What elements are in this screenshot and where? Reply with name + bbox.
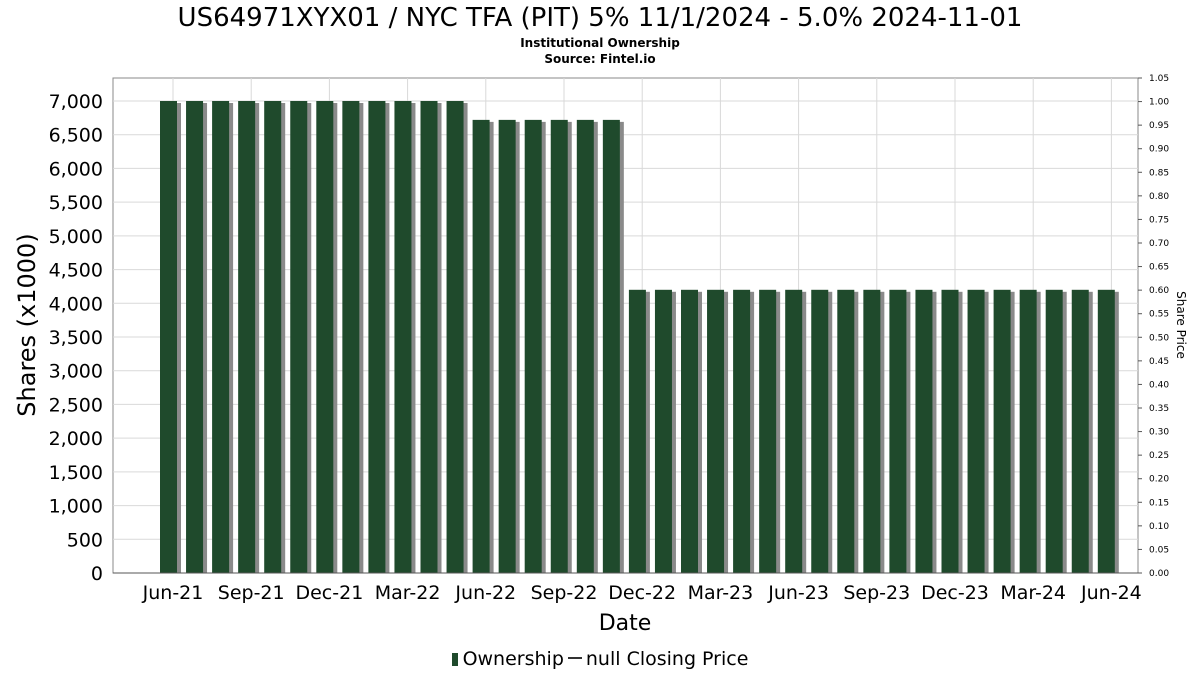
y2-tick-label: 0.20 [1149,475,1169,485]
y-tick-label: 4,500 [49,260,103,282]
y-tick-label: 7,000 [49,91,103,113]
ownership-bar [550,119,568,573]
y2-tick-label: 0.25 [1149,451,1169,461]
ownership-bar [472,119,490,573]
x-tick-label: Jun-24 [1080,582,1142,604]
ownership-bar [785,289,803,573]
ownership-bar [394,101,412,573]
ownership-bar [576,119,594,573]
x-axis-title: Date [599,611,652,636]
ownership-bar [681,289,698,573]
y2-tick-label: 0.55 [1149,310,1169,320]
ownership-bar [628,289,646,573]
y-tick-label: 1,500 [49,462,103,484]
y2-tick-label: 0.35 [1149,404,1169,414]
y-tick-label: 5,000 [49,226,103,248]
chart-source: Source: Fintel.io [544,52,656,66]
y-tick-label: 6,000 [49,158,103,180]
y2-tick-label: 0.70 [1149,239,1169,249]
ownership-bar [602,119,620,573]
y2-tick-label: 0.95 [1149,121,1169,131]
y2-tick-label: 0.00 [1149,569,1169,579]
x-tick-label: Jun-23 [767,582,829,604]
y-tick-label: 1,000 [49,496,103,518]
ownership-bar [915,289,933,573]
y2-tick-label: 1.00 [1149,98,1169,108]
ownership-bar [863,289,881,573]
chart-subtitle: Institutional Ownership [520,36,680,50]
ownership-bar [707,289,725,573]
x-tick-label: Jun-22 [454,582,516,604]
y2-tick-label: 0.40 [1149,380,1169,390]
ownership-bar [498,119,516,573]
ownership-bar [316,101,334,573]
y2-tick-label: 0.75 [1149,215,1169,225]
y-axis-title: Shares (x1000) [13,233,41,416]
y2-tick-label: 0.60 [1149,286,1169,296]
ownership-bar [1019,289,1037,573]
ownership-bar [290,101,308,573]
y2-axis-title: Share Price [1174,291,1188,359]
ownership-bar [837,289,855,573]
ownership-legend-swatch [451,653,458,666]
ownership-bar [238,101,256,573]
y-tick-label: 2,000 [49,428,103,450]
ownership-bar [264,101,282,573]
x-tick-label: Dec-21 [295,582,363,604]
ownership-bar [524,119,542,573]
ownership-bar [160,101,177,573]
y2-tick-label: 0.15 [1149,498,1169,508]
ownership-bar [967,289,985,573]
ownership-bar [993,289,1011,573]
ownership-bar [759,289,777,573]
ownership-bar [654,289,672,573]
x-tick-label: Dec-22 [608,582,676,604]
x-tick-label: Mar-22 [375,582,441,604]
ownership-bar [368,101,386,573]
y-tick-label: 6,500 [49,125,103,147]
ownership-legend-label: Ownership [462,648,564,670]
ownership-bar [1045,289,1063,573]
x-tick-label: Sep-22 [531,582,598,604]
x-tick-label: Dec-23 [921,582,989,604]
x-tick-label: Sep-21 [218,582,285,604]
y-tick-label: 4,000 [49,293,103,315]
ownership-bar [733,289,751,573]
x-tick-label: Mar-24 [1000,582,1066,604]
x-tick-label: Jun-21 [142,582,204,604]
y2-tick-label: 0.05 [1149,545,1169,555]
price-legend-swatch [567,657,582,659]
x-tick-label: Sep-23 [843,582,910,604]
ownership-bar [186,101,204,573]
y-tick-label: 2,500 [49,394,103,416]
y2-tick-label: 0.65 [1149,263,1169,273]
y2-tick-label: 0.45 [1149,357,1169,367]
y2-tick-label: 0.50 [1149,333,1169,343]
y2-tick-label: 0.85 [1149,168,1169,178]
y-tick-label: 500 [67,529,103,551]
price-legend-label: null Closing Price [585,648,749,670]
ownership-bar [941,289,959,573]
y-tick-label: 3,000 [49,361,103,383]
y-tick-label: 5,500 [49,192,103,214]
ownership-bar [1071,289,1089,573]
ownership-bar [420,101,438,573]
ownership-bar [1097,289,1115,573]
chart-title: US64971XYX01 / NYC TFA (PIT) 5% 11/1/202… [177,3,1023,33]
chart-legend: Ownership null Closing Price [0,647,1200,671]
y2-tick-label: 0.90 [1149,145,1169,155]
y-tick-label: 3,500 [49,327,103,349]
ownership-bar [446,101,464,573]
ownership-bar [212,101,230,573]
y-tick-label: 0 [91,563,103,585]
y2-tick-label: 0.80 [1149,192,1169,202]
x-tick-label: Mar-23 [688,582,754,604]
ownership-bar [342,101,360,573]
ownership-bar [811,289,829,573]
y2-tick-label: 1.05 [1149,74,1169,84]
y2-tick-label: 0.10 [1149,522,1169,532]
y2-tick-label: 0.30 [1149,428,1169,438]
ownership-bar [889,289,907,573]
